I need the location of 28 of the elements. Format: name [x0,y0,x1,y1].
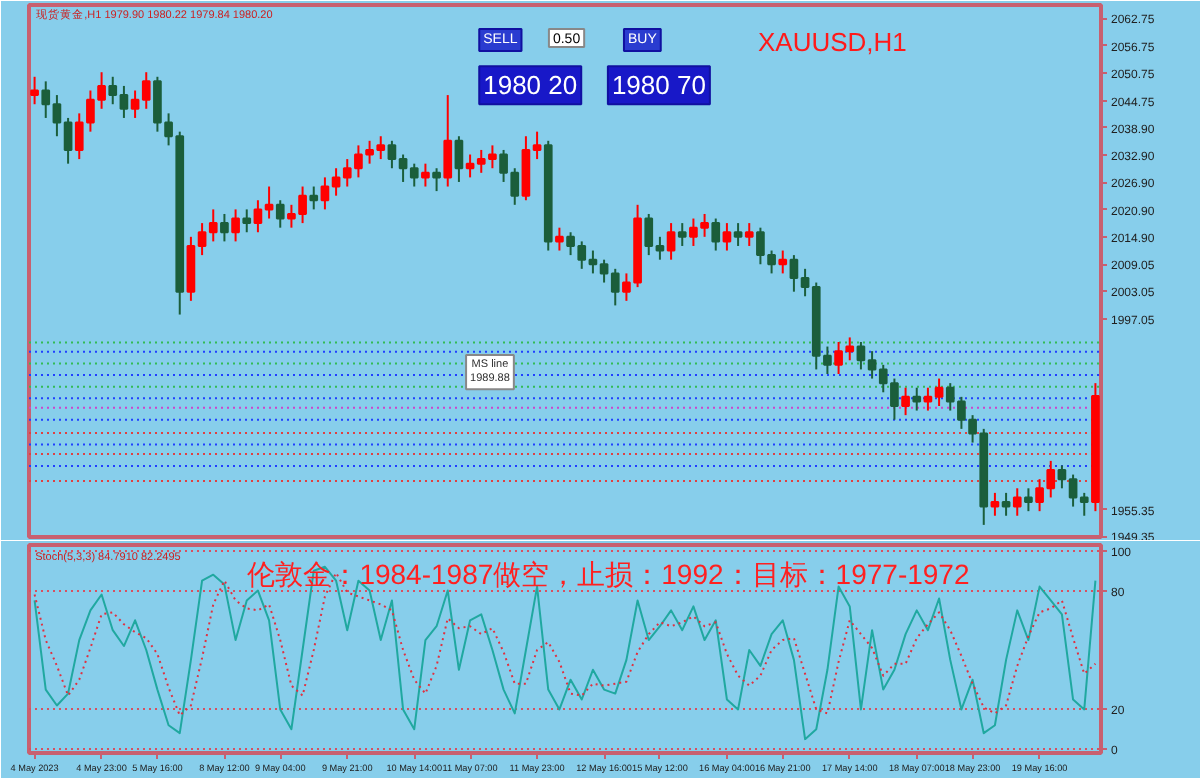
candlestick [220,212,229,243]
candlestick [309,185,319,211]
candlestick [990,491,1000,517]
candlestick [242,208,252,234]
candlestick [421,162,430,188]
candlestick [666,222,676,261]
annotation: 伦敦金：1984-1987做空，止损：1992：目标：1977-1972 [247,558,970,591]
candlestick [555,226,564,252]
text: XAUUSD,H1 [757,27,907,58]
candlestick [677,222,687,247]
annotation: 1980 20 [483,70,578,101]
candlestick [231,208,240,243]
candlestick [711,217,721,252]
candlestick [275,199,285,229]
candlestick [778,249,788,275]
candlestick [1024,487,1033,513]
annotation: 1980 70 [611,70,706,101]
candlestick [901,386,910,417]
candlestick [432,167,441,193]
candlestick [30,75,39,106]
candlestick [912,386,922,412]
candlestick [443,94,453,188]
candlestick [733,222,743,247]
candlestick [744,222,754,247]
candlestick [454,135,464,183]
candlestick [1001,491,1011,517]
candlestick [1012,487,1022,517]
candlestick [722,222,732,252]
